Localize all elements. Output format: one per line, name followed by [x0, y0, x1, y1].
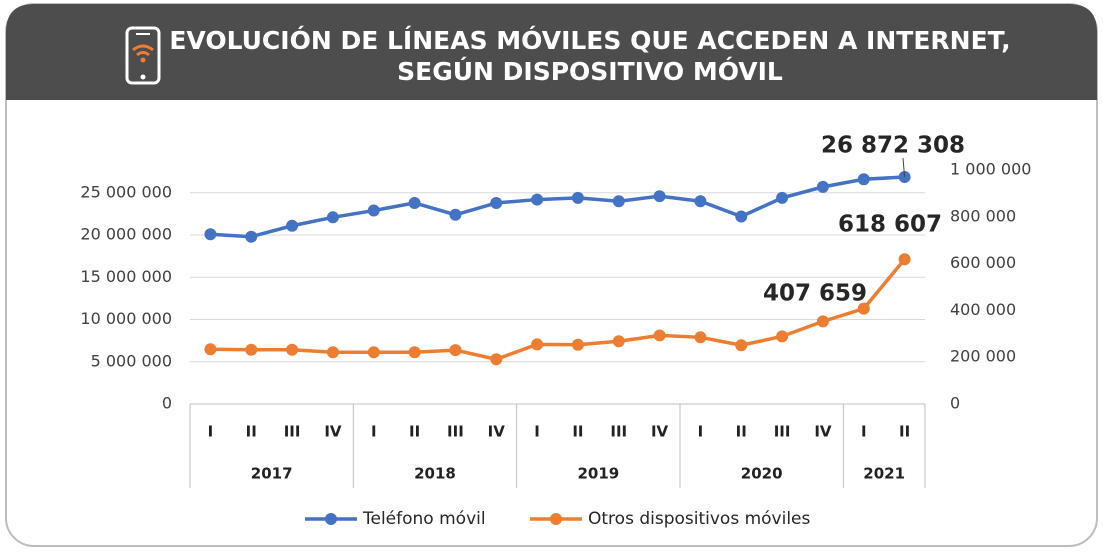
x-tick-label: I [698, 423, 704, 441]
data-label: 407 659 [763, 281, 867, 307]
data-point [367, 346, 380, 359]
data-point [204, 228, 217, 241]
y-tick-label: 5 000 000 [91, 351, 172, 370]
x-tick-label: I [861, 423, 867, 441]
legend-label: Otros dispositivos móviles [588, 509, 811, 529]
data-point [612, 335, 625, 348]
year-label: 2020 [741, 465, 783, 483]
data-point [735, 210, 748, 223]
data-point [816, 315, 829, 328]
y-tick-label: 15 000 000 [80, 267, 172, 286]
data-point [245, 230, 258, 243]
leader-line [902, 157, 906, 178]
year-label: 2017 [251, 465, 293, 483]
data-point [449, 344, 462, 357]
legend-label: Teléfono móvil [362, 509, 486, 529]
data-point [326, 211, 339, 224]
y2-tick-label: 1 000 000 [950, 160, 1031, 179]
data-point [776, 330, 789, 343]
legend-marker [325, 513, 337, 525]
year-label: 2018 [414, 465, 456, 483]
header [6, 4, 1097, 100]
data-point [286, 343, 299, 356]
y2-tick-label: 200 000 [950, 347, 1016, 366]
data-point [694, 331, 707, 344]
x-tick-label: I [208, 423, 214, 441]
x-tick-label: II [246, 423, 257, 441]
data-point [449, 208, 462, 221]
chart-subtitle: SEGÚN DISPOSITIVO MÓVIL [397, 56, 783, 86]
x-tick-label: IV [324, 423, 342, 441]
x-tick-label: III [774, 423, 791, 441]
data-point [204, 343, 217, 356]
x-tick-label: II [572, 423, 583, 441]
x-tick-label: IV [651, 423, 669, 441]
y-tick-label: 0 [162, 394, 172, 413]
series-line [210, 258, 906, 362]
data-label: 618 607 [838, 212, 942, 238]
data-point [531, 193, 544, 206]
legend-marker [550, 513, 562, 525]
x-tick-label: II [899, 423, 910, 441]
year-label: 2019 [577, 465, 619, 483]
y-tick-label: 25 000 000 [80, 182, 172, 201]
data-point [816, 180, 829, 193]
data-point [408, 196, 421, 209]
year-label: 2021 [863, 465, 905, 483]
x-tick-label: II [736, 423, 747, 441]
y-tick-label: 10 000 000 [80, 309, 172, 328]
x-tick-label: IV [488, 423, 506, 441]
data-point [490, 196, 503, 209]
data-point [245, 343, 258, 356]
y2-tick-label: 800 000 [950, 206, 1016, 225]
phone-icon [125, 26, 161, 85]
x-tick-label: I [371, 423, 377, 441]
data-point [286, 219, 299, 232]
x-tick-label: III [447, 423, 464, 441]
data-point [735, 339, 748, 352]
x-tick-label: II [409, 423, 420, 441]
data-point [408, 346, 421, 359]
data-point [490, 353, 503, 366]
data-point [367, 204, 380, 217]
data-point [326, 346, 339, 359]
series-line [210, 175, 905, 239]
data-point [531, 338, 544, 351]
data-point [571, 338, 584, 351]
y-tick-label: 20 000 000 [80, 225, 172, 244]
x-tick-label: I [534, 423, 540, 441]
data-point [653, 190, 666, 203]
data-point [653, 329, 666, 342]
data-point [776, 191, 789, 204]
x-tick-label: IV [814, 423, 832, 441]
y2-tick-label: 400 000 [950, 300, 1016, 319]
x-tick-label: III [610, 423, 627, 441]
data-point [694, 195, 707, 208]
x-tick-label: III [284, 423, 301, 441]
data-label: 26 872 308 [821, 133, 965, 159]
data-point [571, 191, 584, 204]
chart-title: EVOLUCIÓN DE LÍNEAS MÓVILES QUE ACCEDEN … [169, 25, 1010, 55]
data-point [898, 253, 911, 266]
data-point [857, 302, 870, 315]
data-point [612, 195, 625, 208]
y2-tick-label: 600 000 [950, 253, 1016, 272]
data-point [857, 173, 870, 186]
y2-tick-label: 0 [950, 394, 960, 413]
